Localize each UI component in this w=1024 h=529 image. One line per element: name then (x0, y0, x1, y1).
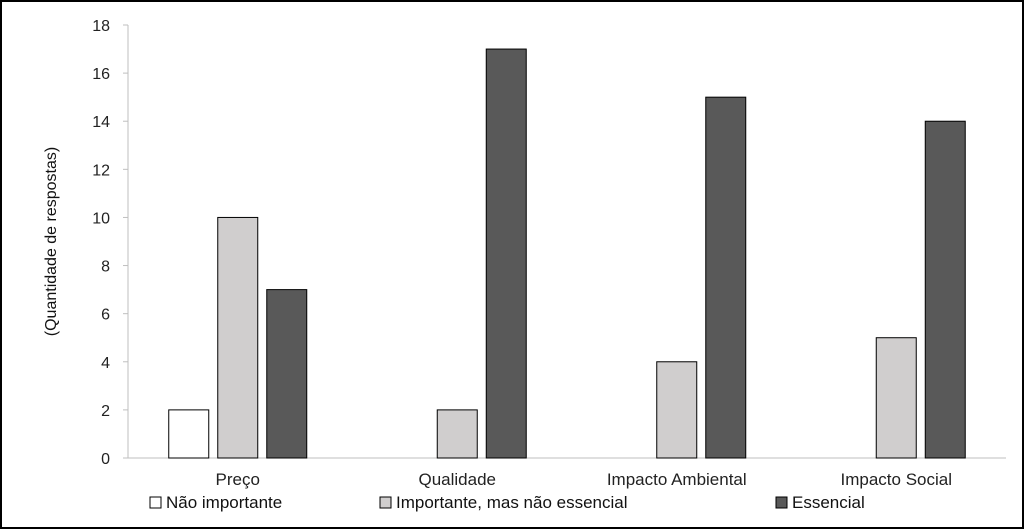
bar-preco-importante-mas-nao-essencial (217, 216, 259, 459)
y-tick-label: 10 (92, 210, 110, 227)
bar-impacto-ambiental-importante-mas-nao-essencial (656, 361, 698, 459)
bar-impacto-social-essencial (924, 120, 966, 459)
bar-impacto-ambiental-essencial (705, 96, 747, 459)
bars (168, 48, 966, 459)
bar-qualidade-essencial (485, 48, 527, 459)
bar-preco-essencial (266, 289, 308, 459)
legend-swatch-essencial (775, 496, 788, 509)
x-tick-label-preco: Preço (216, 470, 260, 489)
y-axis-label: (Quantidade de respostas) (43, 147, 60, 336)
x-tick-label-qualidade: Qualidade (418, 470, 496, 489)
y-tick-label: 8 (101, 259, 110, 276)
y-tick-label: 18 (92, 18, 110, 35)
legend-label-nao-importante: Não importante (166, 493, 282, 512)
y-tick-label: 16 (92, 66, 110, 83)
x-axis: Preço Qualidade Impacto Ambiental Impacto S… (128, 457, 1006, 489)
bar-preco-nao-importante (168, 409, 210, 459)
legend: Não importante Importante, mas não essenc… (149, 493, 865, 512)
legend-label-essencial: Essencial (792, 493, 865, 512)
legend-swatch-nao-importante (149, 496, 162, 509)
x-tick-label-impacto-ambiental: Impacto Ambiental (607, 470, 747, 489)
bar-qualidade-importante-mas-nao-essencial (436, 409, 478, 459)
y-tick-label: 4 (101, 355, 110, 372)
x-tick-label-impacto-social: Impacto Social (841, 470, 953, 489)
y-tick-label: 0 (101, 451, 110, 468)
y-tick-label: 14 (92, 114, 110, 131)
y-tick-label: 6 (101, 307, 110, 324)
legend-swatch-importante-mas-nao-essencial (379, 496, 392, 509)
y-axis: 0 2 4 6 8 10 12 14 16 18 (92, 18, 129, 468)
bar-impacto-social-importante-mas-nao-essencial (875, 337, 917, 459)
legend-label-importante-mas-nao-essencial: Importante, mas não essencial (396, 493, 628, 512)
y-tick-label: 2 (101, 403, 110, 420)
y-tick-label: 12 (92, 162, 110, 179)
